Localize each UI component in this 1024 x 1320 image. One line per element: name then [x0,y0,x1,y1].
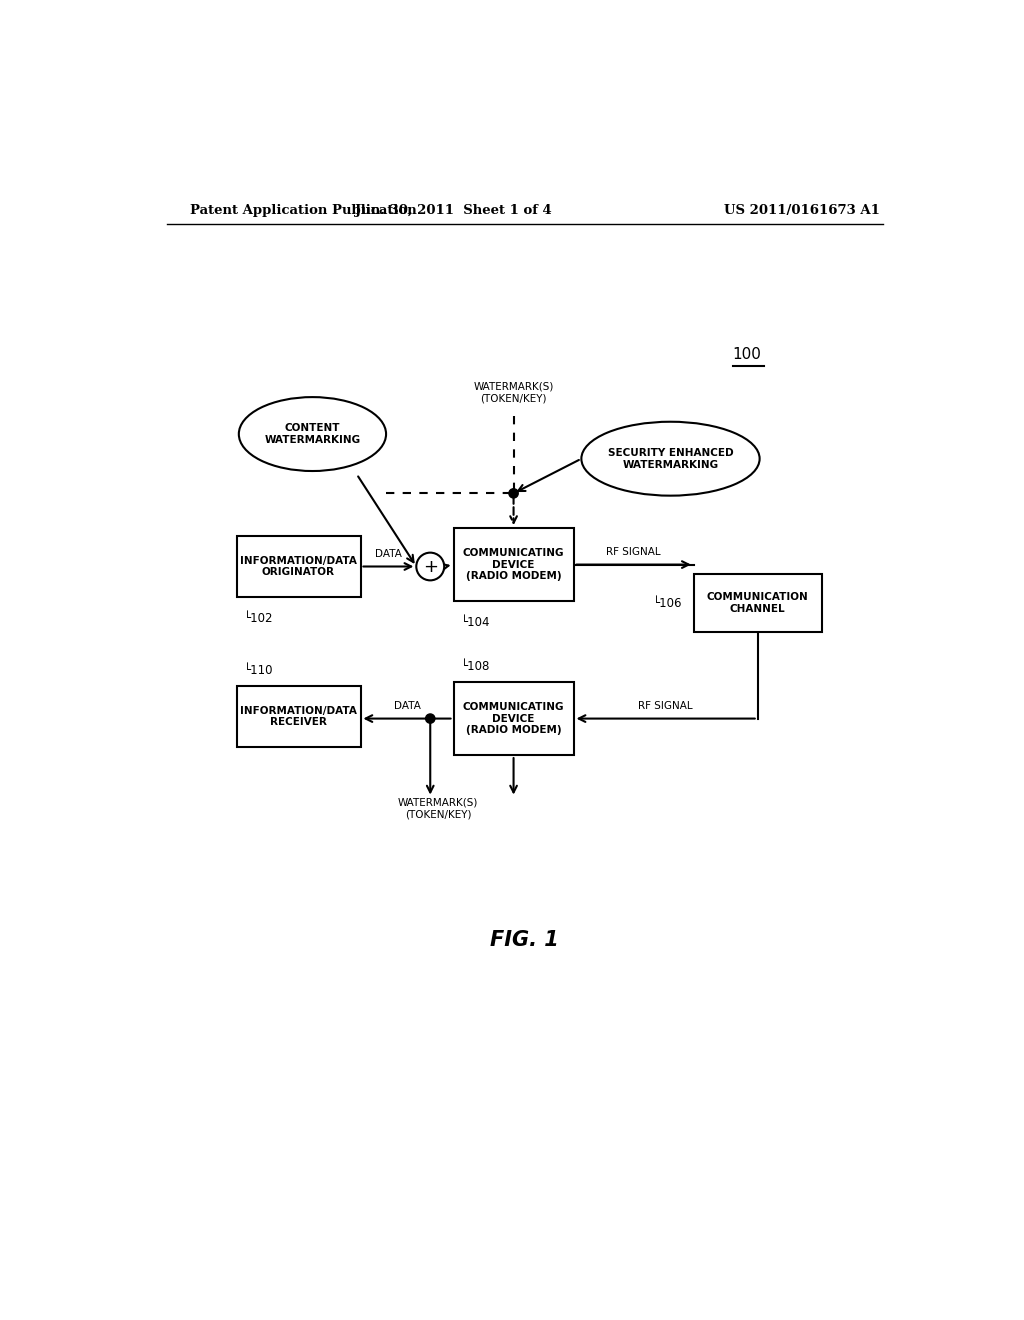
Bar [454,682,573,755]
Text: WATERMARK(S)
(TOKEN/KEY): WATERMARK(S) (TOKEN/KEY) [397,797,478,820]
Bar [693,574,821,632]
Bar [237,536,360,598]
Text: 100: 100 [732,347,762,362]
Text: FIG. 1: FIG. 1 [490,931,559,950]
Text: RF SIGNAL: RF SIGNAL [606,546,662,557]
Text: └104: └104 [461,616,490,630]
Text: COMMUNICATING
DEVICE
(RADIO MODEM): COMMUNICATING DEVICE (RADIO MODEM) [463,548,564,581]
Bar [454,528,573,601]
Text: └108: └108 [461,660,490,673]
Ellipse shape [239,397,386,471]
Text: COMMUNICATION
CHANNEL: COMMUNICATION CHANNEL [707,593,809,614]
Text: +: + [423,557,437,576]
Text: └106: └106 [652,597,682,610]
Ellipse shape [582,422,760,496]
Text: RF SIGNAL: RF SIGNAL [638,701,693,711]
Text: └102: └102 [245,612,273,626]
Text: CONTENT
WATERMARKING: CONTENT WATERMARKING [264,424,360,445]
Circle shape [417,553,444,581]
Circle shape [426,714,435,723]
Text: COMMUNICATING
DEVICE
(RADIO MODEM): COMMUNICATING DEVICE (RADIO MODEM) [463,702,564,735]
Text: DATA: DATA [393,701,421,711]
Text: SECURITY ENHANCED
WATERMARKING: SECURITY ENHANCED WATERMARKING [607,447,733,470]
Text: WATERMARK(S)
(TOKEN/KEY): WATERMARK(S) (TOKEN/KEY) [473,381,554,404]
Text: Patent Application Publication: Patent Application Publication [190,205,417,218]
Bar [237,686,360,747]
Text: Jun. 30, 2011  Sheet 1 of 4: Jun. 30, 2011 Sheet 1 of 4 [355,205,552,218]
Text: └110: └110 [245,664,273,677]
Text: US 2011/0161673 A1: US 2011/0161673 A1 [724,205,881,218]
Text: DATA: DATA [375,549,401,558]
Text: INFORMATION/DATA
RECEIVER: INFORMATION/DATA RECEIVER [240,706,357,727]
Circle shape [509,488,518,498]
Text: INFORMATION/DATA
ORIGINATOR: INFORMATION/DATA ORIGINATOR [240,556,357,577]
